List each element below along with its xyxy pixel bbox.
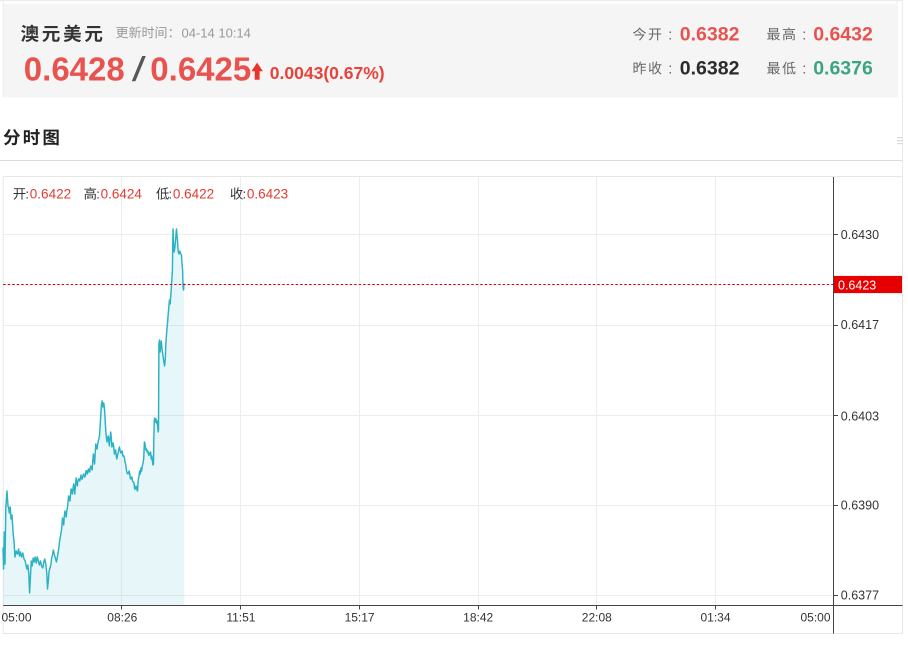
svg-text:0.6422: 0.6422 [173, 187, 214, 202]
svg-text:0.6417: 0.6417 [841, 318, 879, 332]
svg-text:0.6428: 0.6428 [24, 50, 125, 87]
svg-text:01:34: 01:34 [700, 610, 730, 624]
svg-text:0.6403: 0.6403 [841, 409, 879, 423]
svg-text:0.6382: 0.6382 [680, 58, 740, 80]
svg-text::: : [802, 28, 806, 44]
svg-text:11:51: 11:51 [226, 610, 255, 624]
svg-text::: : [668, 62, 672, 78]
svg-text:05:00: 05:00 [800, 610, 830, 624]
svg-text::: : [169, 187, 173, 202]
svg-text:0.6432: 0.6432 [813, 24, 873, 46]
svg-text:0.6422: 0.6422 [30, 187, 71, 202]
svg-text:15:17: 15:17 [345, 610, 375, 624]
svg-text:0.6390: 0.6390 [841, 498, 879, 512]
svg-text:05:00: 05:00 [2, 610, 32, 624]
svg-text:0.6423: 0.6423 [247, 187, 288, 202]
svg-text:0.6423: 0.6423 [838, 279, 876, 293]
svg-text::: : [96, 187, 100, 202]
svg-text::: : [243, 187, 247, 202]
svg-text:0.6424: 0.6424 [101, 187, 143, 202]
svg-text:0.6376: 0.6376 [813, 58, 873, 80]
svg-text::: : [802, 62, 806, 78]
svg-text::: : [668, 28, 672, 44]
svg-text::: : [25, 187, 29, 202]
svg-text:18:42: 18:42 [463, 610, 493, 624]
svg-text:0.6425: 0.6425 [150, 50, 251, 87]
svg-text:0.0043(0.67%): 0.0043(0.67%) [270, 63, 385, 83]
svg-text:0.6382: 0.6382 [680, 24, 740, 46]
svg-text:04-14 10:14: 04-14 10:14 [182, 25, 251, 40]
svg-text:0.6377: 0.6377 [841, 589, 879, 603]
svg-text:0.6430: 0.6430 [841, 228, 879, 242]
svg-text:22:08: 22:08 [582, 610, 612, 624]
svg-text:08:26: 08:26 [107, 610, 137, 624]
